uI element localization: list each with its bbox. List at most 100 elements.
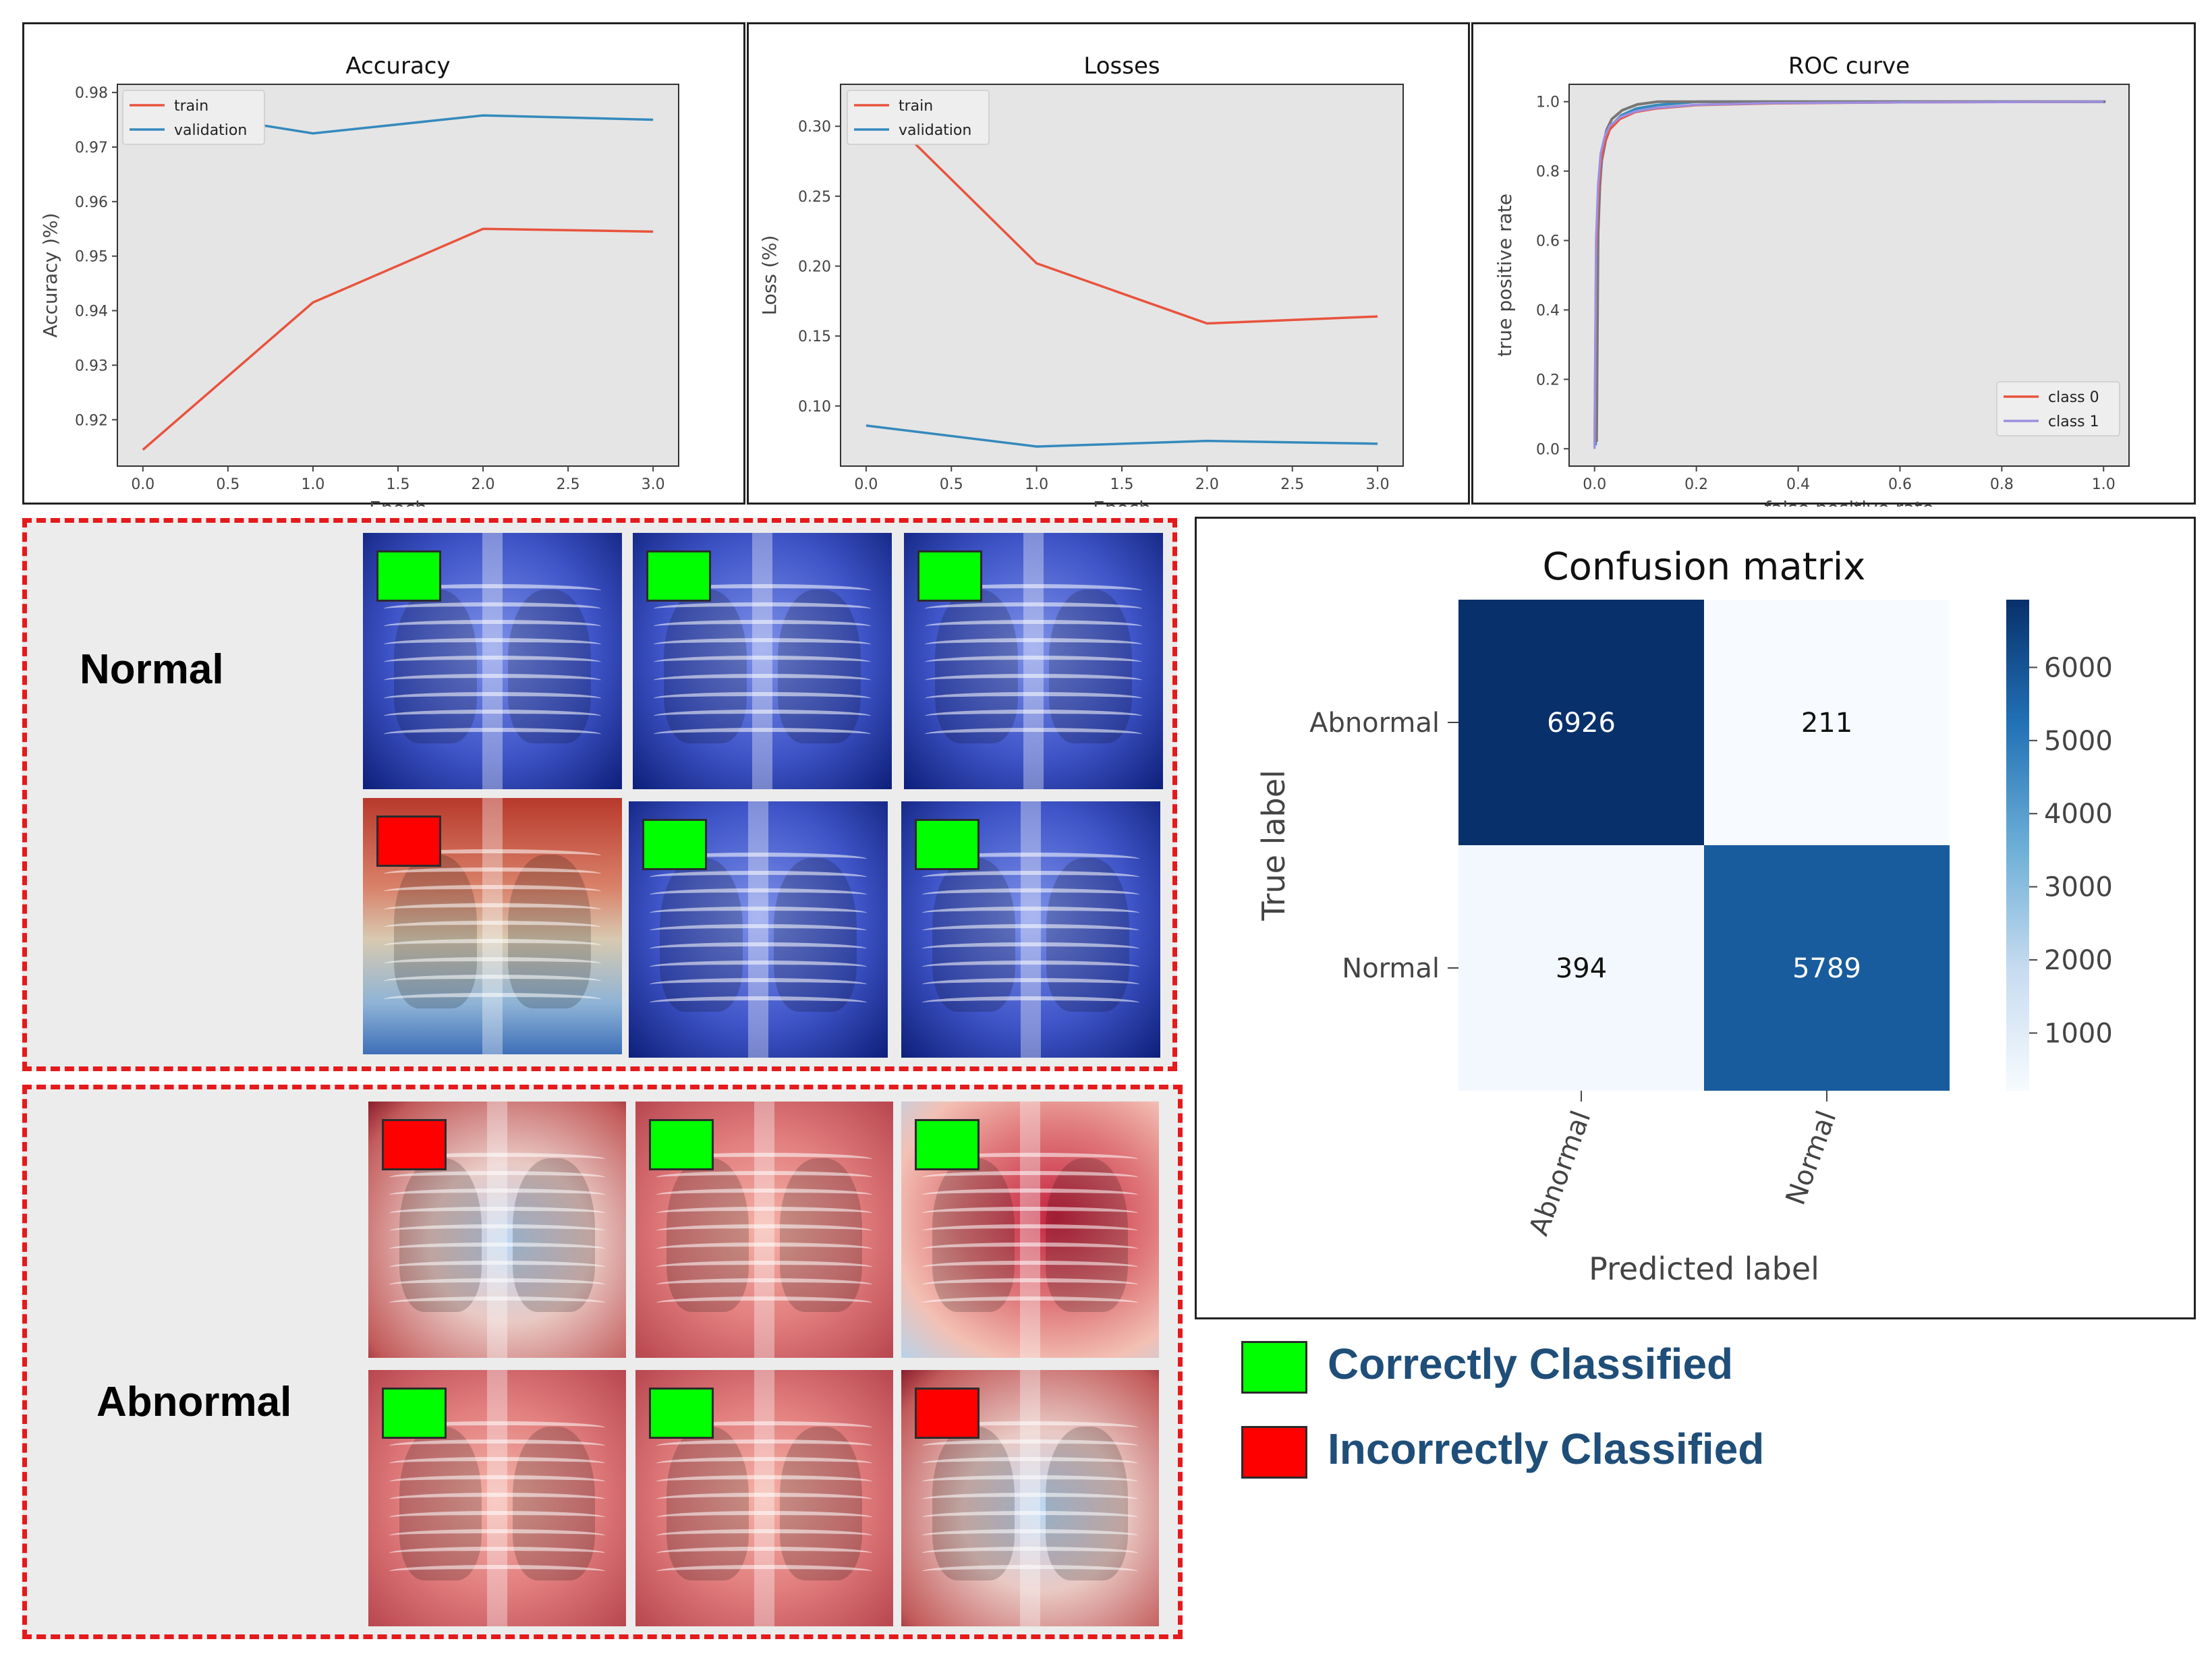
- rib-shape: [921, 906, 1140, 919]
- incorrect-swatch: [1241, 1426, 1307, 1479]
- rib-shape: [389, 1493, 606, 1506]
- rib-shape: [921, 1511, 1139, 1524]
- rib-shape: [656, 1511, 873, 1524]
- rib-shape: [389, 1529, 606, 1542]
- rib-shape: [653, 602, 872, 615]
- rib-shape: [656, 1206, 873, 1220]
- plot-area: [840, 84, 1404, 467]
- x-axis-label: false positive rate: [1764, 497, 1933, 507]
- rib-shape: [383, 727, 602, 741]
- rib-shape: [921, 996, 1140, 1009]
- correct-marker: [917, 550, 982, 602]
- rib-shape: [653, 584, 872, 597]
- plot-area: [117, 84, 679, 467]
- y-axis-label: true positive rate: [1494, 194, 1516, 357]
- normal-group: Normal: [22, 518, 1177, 1071]
- xray-image: [904, 533, 1163, 789]
- x-tick-label: 1.0: [301, 476, 324, 493]
- rib-shape: [649, 996, 868, 1009]
- rib-shape: [656, 1278, 873, 1291]
- rib-shape: [656, 1153, 873, 1166]
- y-tick-label: 0.98: [75, 85, 108, 102]
- rib-shape: [383, 674, 602, 687]
- rib-shape: [921, 1547, 1139, 1560]
- colorbar-tick-label: 5000: [2044, 726, 2113, 757]
- x-tick-label: 0.6: [1888, 476, 1912, 493]
- x-tick-label: 0.0: [1583, 476, 1606, 493]
- colorbar-tick-label: 6000: [2044, 652, 2113, 683]
- abnormal-group: Abnormal: [22, 1085, 1183, 1639]
- rib-shape: [924, 710, 1143, 722]
- xray-image: [368, 1102, 626, 1358]
- matrix-cell: [1458, 845, 1704, 1091]
- rib-shape: [656, 1564, 873, 1578]
- y-tick-label: 0.8: [1536, 164, 1560, 181]
- correct-marker: [915, 1119, 980, 1170]
- rib-shape: [656, 1189, 873, 1201]
- rib-shape: [389, 1260, 606, 1274]
- rib-shape: [921, 924, 1140, 937]
- cell-value: 211: [1801, 708, 1852, 739]
- rib-shape: [383, 957, 602, 970]
- y-tick-label: 0.15: [798, 329, 831, 345]
- losses-chart: Losses 0.0 0.5 1.0 1.5 2.0 2.5 3.0 0.10 0.15 0.20 0…: [758, 53, 1404, 507]
- y-tick-label: 0.92: [75, 412, 108, 429]
- matrix-cell: [1458, 600, 1704, 845]
- colorbar-tick-label: 4000: [2044, 799, 2113, 830]
- x-tick-label: 1.0: [1025, 476, 1048, 493]
- rib-shape: [921, 960, 1140, 973]
- y-tick-label: 0.25: [798, 189, 831, 206]
- rib-shape: [383, 903, 602, 916]
- rib-shape: [383, 921, 602, 934]
- roc-chart: ROC curve 0.0 0.2 0.4 0.6 0.8 1.0 0.0 0.2 0.4 0.6 0…: [1494, 53, 2130, 507]
- rib-shape: [656, 1224, 873, 1237]
- y-tick-label: 0.4: [1536, 302, 1560, 319]
- legend-entry: class 1: [2048, 413, 2099, 430]
- rib-shape: [653, 637, 872, 651]
- legend-frame: [1996, 381, 2120, 436]
- cell-value: 6926: [1547, 708, 1616, 739]
- rib-shape: [656, 1547, 873, 1560]
- col-label: Normal: [1780, 1107, 1843, 1209]
- x-axis-label: Predicted label: [1589, 1251, 1819, 1287]
- rib-shape: [383, 584, 602, 597]
- rib-shape: [389, 1170, 606, 1184]
- x-tick-label: 3.0: [1366, 476, 1390, 493]
- rib-shape: [921, 1421, 1139, 1434]
- correct-swatch: [1241, 1341, 1307, 1394]
- y-tick-label: 0.30: [798, 119, 831, 136]
- rib-shape: [921, 853, 1140, 865]
- series-line-validation: [866, 424, 1378, 448]
- rib-shape: [389, 1278, 606, 1291]
- rib-shape: [921, 1529, 1139, 1542]
- correct-marker: [642, 819, 707, 870]
- incorrect-marker: [382, 1119, 447, 1170]
- y-tick-label: 0.6: [1536, 233, 1560, 250]
- rib-shape: [649, 870, 868, 884]
- correct-marker: [382, 1388, 447, 1439]
- series-line-class-1: [1593, 100, 2104, 449]
- rib-shape: [656, 1170, 873, 1184]
- rib-shape: [921, 1260, 1139, 1274]
- roc-panel: ROC curve 0.0 0.2 0.4 0.6 0.8 1.0 0.0 0.2 0.4 0.6 0…: [1471, 22, 2196, 507]
- rib-shape: [383, 885, 602, 898]
- rib-shape: [383, 939, 602, 952]
- legend-entry: class 0: [2048, 389, 2099, 406]
- x-tick-label: 0.8: [1990, 476, 2014, 493]
- rib-shape: [656, 1493, 873, 1506]
- x-tick-label: 0.0: [854, 476, 878, 493]
- rib-shape: [921, 1189, 1139, 1201]
- incorrect-marker: [376, 816, 441, 867]
- rib-shape: [656, 1243, 873, 1255]
- rib-shape: [921, 1564, 1139, 1578]
- row-label: Normal: [1342, 953, 1440, 984]
- rib-shape: [653, 691, 872, 705]
- confusion-matrix-chart: Confusion matrix 6926 211 394 5789 Abnormal No…: [1255, 545, 2113, 1287]
- xray-image: [629, 801, 888, 1058]
- y-tick-label: 0.20: [798, 259, 831, 276]
- correct-marker: [649, 1388, 714, 1439]
- xray-image: [363, 798, 622, 1054]
- colorbar: [2006, 600, 2029, 1091]
- normal-group-label: Normal: [80, 646, 224, 693]
- rib-shape: [653, 710, 872, 722]
